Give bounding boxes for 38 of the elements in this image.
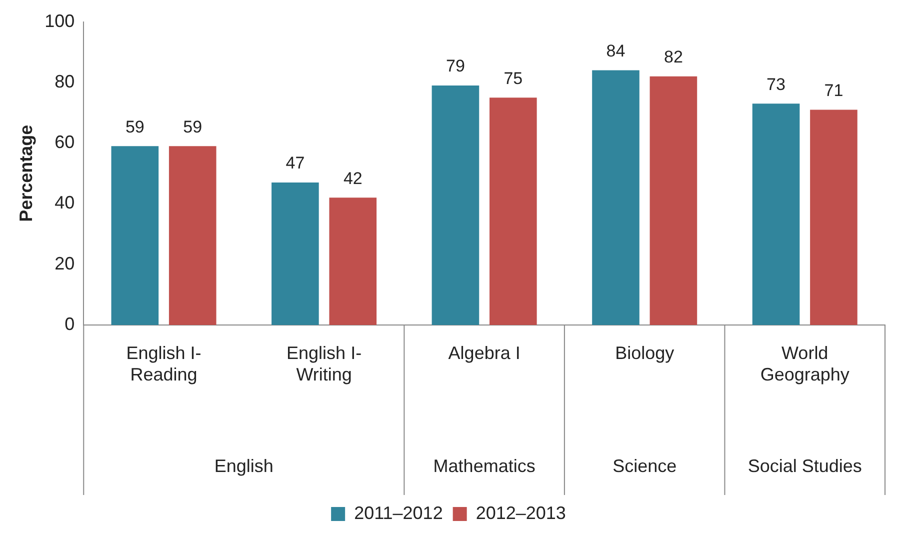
- bar: [752, 104, 800, 325]
- bar: [329, 198, 377, 325]
- bar: [592, 70, 640, 325]
- x-tick-label: Algebra I: [448, 342, 520, 363]
- y-tick-label: 80: [54, 71, 75, 92]
- data-label: 47: [286, 154, 305, 173]
- data-label: 71: [824, 80, 844, 100]
- x-tick-label: English I- Writing: [286, 342, 362, 384]
- data-label: 75: [504, 68, 523, 88]
- y-tick-label: 100: [44, 10, 75, 31]
- bar: [810, 110, 858, 325]
- y-tick-label: 40: [54, 192, 75, 213]
- data-label: 73: [766, 74, 786, 94]
- bar: [272, 182, 319, 325]
- y-tick-label: 20: [54, 253, 75, 274]
- legend-label: 2011–2012: [354, 502, 443, 523]
- x-tick-label: World Geography: [760, 342, 850, 384]
- bar: [490, 98, 537, 325]
- data-label: 82: [664, 48, 683, 67]
- text: Mathematics: [433, 456, 536, 476]
- data-label: 42: [343, 168, 362, 188]
- data-label: 59: [183, 117, 202, 136]
- bar: [432, 85, 480, 325]
- bar: [168, 146, 216, 325]
- text: English: [214, 456, 274, 476]
- x-tick-label: English I- Reading: [126, 342, 202, 384]
- data-label: 84: [606, 42, 626, 60]
- text: Science: [612, 456, 677, 476]
- y-tick-label: 0: [64, 314, 75, 334]
- y-axis-title: Percentage: [16, 124, 36, 222]
- x-tick-label: Biology: [615, 342, 674, 363]
- bar: [650, 76, 698, 325]
- text: Social Studies: [748, 456, 862, 476]
- bar: [111, 146, 159, 325]
- data-label: 79: [446, 56, 465, 76]
- data-label: 59: [125, 117, 144, 136]
- y-tick-label: 60: [54, 132, 75, 152]
- legend-label: 2012–2013: [476, 502, 566, 523]
